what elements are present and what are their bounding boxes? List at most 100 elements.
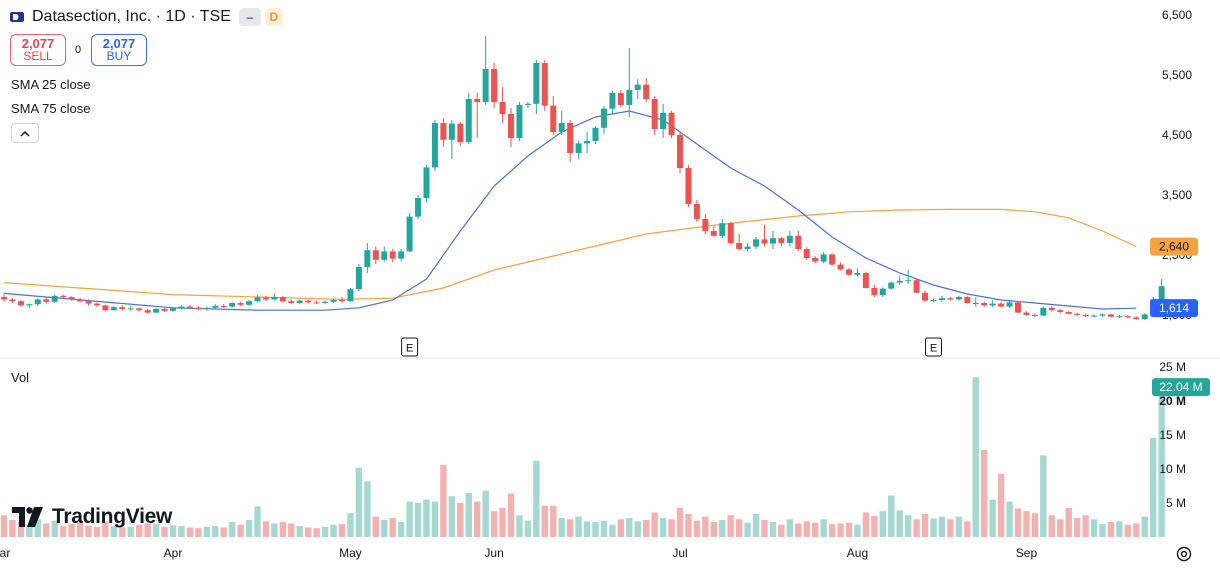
time-tick-label: Apr bbox=[164, 546, 183, 560]
volume-bar bbox=[482, 490, 489, 537]
candle bbox=[474, 93, 481, 138]
candle bbox=[584, 132, 591, 153]
sma-75-line bbox=[3, 208, 1137, 301]
candle bbox=[575, 140, 582, 159]
candle-body bbox=[60, 295, 67, 297]
candle bbox=[381, 246, 388, 262]
time-axis[interactable]: Mar Apr May Jun Jul Aug Sep bbox=[0, 546, 1037, 560]
sma25-last-label: 1,614 bbox=[1159, 301, 1189, 315]
volume-bar bbox=[1141, 516, 1148, 537]
candle bbox=[68, 296, 75, 301]
volume-bar bbox=[1133, 523, 1140, 537]
candle-body bbox=[68, 297, 75, 300]
indicator-sma-25[interactable]: SMA 25 close bbox=[11, 77, 91, 92]
volume-bar bbox=[93, 526, 101, 537]
candle bbox=[1015, 301, 1021, 314]
candle bbox=[812, 256, 819, 264]
volume-tick-label: 20 M bbox=[1159, 394, 1186, 408]
candle bbox=[879, 287, 886, 297]
volume-bar bbox=[862, 512, 870, 537]
volume-bar bbox=[727, 515, 734, 537]
candle-body bbox=[837, 264, 844, 270]
candle bbox=[888, 281, 895, 290]
candle-body bbox=[178, 306, 185, 309]
candle bbox=[415, 195, 422, 219]
candle bbox=[947, 297, 954, 301]
volume-bar bbox=[102, 521, 109, 537]
buy-button[interactable]: 2,077 BUY bbox=[91, 34, 147, 66]
candle-body bbox=[229, 303, 236, 307]
candle bbox=[1, 294, 7, 302]
candle-body bbox=[820, 254, 827, 262]
candle bbox=[550, 96, 557, 135]
delay-badge[interactable]: D bbox=[264, 8, 283, 26]
candle-body bbox=[288, 301, 295, 303]
candle-body bbox=[246, 301, 253, 305]
volume-bar bbox=[617, 519, 625, 537]
candle-body bbox=[1082, 315, 1089, 317]
candle-body bbox=[296, 300, 303, 303]
candle-body bbox=[119, 307, 126, 309]
candle bbox=[829, 253, 836, 266]
candle-body bbox=[271, 297, 278, 300]
volume-bar bbox=[1057, 519, 1064, 537]
tradingview-logo[interactable]: TradingView bbox=[12, 505, 172, 529]
candle-body bbox=[364, 250, 371, 267]
volume-last-label: 22.04 M bbox=[1159, 380, 1202, 394]
eye-badge[interactable]: – bbox=[238, 8, 261, 26]
candle-body bbox=[668, 112, 675, 135]
candle bbox=[77, 297, 84, 303]
candle-body bbox=[710, 231, 717, 236]
volume-bar bbox=[296, 526, 303, 537]
candle-body bbox=[744, 246, 751, 249]
candle bbox=[423, 165, 430, 203]
tradingview-wordmark: TradingView bbox=[52, 505, 173, 528]
volume-bar bbox=[524, 520, 532, 537]
indicator-sma-75[interactable]: SMA 75 close bbox=[11, 101, 91, 116]
candle bbox=[271, 293, 278, 301]
candle-body bbox=[347, 289, 354, 302]
volume-bar bbox=[1031, 513, 1039, 537]
volume-bar bbox=[161, 526, 168, 537]
candle bbox=[508, 108, 514, 147]
candle bbox=[1065, 310, 1072, 315]
time-tick-label: Sep bbox=[1016, 546, 1038, 560]
candle bbox=[795, 231, 802, 252]
candle-body bbox=[609, 93, 616, 109]
volume-bar bbox=[786, 519, 794, 537]
candle bbox=[972, 297, 979, 307]
volume-bar bbox=[533, 460, 540, 537]
volume-bar bbox=[507, 493, 515, 537]
volume-bar bbox=[693, 520, 701, 537]
volume-pane-title[interactable]: Vol bbox=[11, 370, 30, 385]
sell-button[interactable]: 2,077 SELL bbox=[10, 34, 66, 66]
candle bbox=[871, 285, 878, 297]
volume-bar bbox=[431, 501, 439, 537]
candle bbox=[161, 307, 168, 312]
candle-body bbox=[482, 69, 489, 102]
candle bbox=[533, 60, 540, 114]
volume-bar bbox=[643, 520, 650, 537]
volume-bar bbox=[152, 524, 160, 537]
time-tick-label: Mar bbox=[0, 546, 10, 560]
candle-body bbox=[220, 306, 227, 307]
candle bbox=[820, 252, 827, 264]
candle-body bbox=[685, 168, 692, 204]
candle bbox=[195, 306, 202, 311]
candle-body bbox=[262, 297, 269, 300]
volume-bar bbox=[685, 513, 692, 537]
volume-bar bbox=[364, 481, 371, 537]
symbol-header[interactable]: Datasection, Inc. · 1D · TSE – D bbox=[10, 8, 283, 26]
volume-bar bbox=[828, 524, 836, 537]
gear-icon[interactable] bbox=[1175, 545, 1193, 563]
volume-axis[interactable]: 25 M 20 M 15 M 10 M 5 M 22.04 M bbox=[1152, 360, 1210, 510]
candle bbox=[296, 299, 303, 305]
volume-bar bbox=[1090, 519, 1098, 537]
collapse-indicators-button[interactable] bbox=[11, 123, 39, 143]
sma25-last-tag bbox=[1150, 299, 1198, 318]
earnings-marker-box bbox=[401, 337, 419, 357]
volume-bar bbox=[778, 524, 785, 537]
